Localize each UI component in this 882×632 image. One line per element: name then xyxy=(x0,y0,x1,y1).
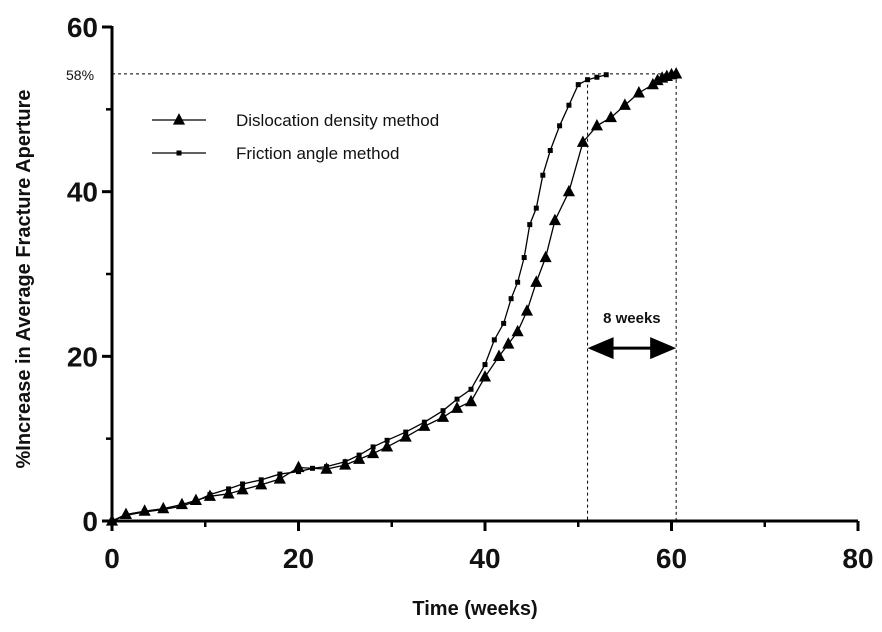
data-point-friction xyxy=(356,452,362,458)
data-point-dislocation xyxy=(520,304,534,316)
x-tick-label: 80 xyxy=(842,543,873,574)
data-point-dislocation xyxy=(353,452,366,464)
data-point-dislocation xyxy=(399,430,412,442)
y-tick-label: 0 xyxy=(82,506,98,537)
data-point-dislocation xyxy=(511,324,524,337)
data-point-dislocation xyxy=(618,98,631,110)
duration-arrow-left-head xyxy=(587,337,614,360)
data-point-friction xyxy=(547,148,553,153)
data-point-friction xyxy=(566,102,572,108)
data-point-friction xyxy=(468,386,474,392)
data-point-dislocation xyxy=(222,487,235,499)
data-point-dislocation xyxy=(436,410,450,422)
data-point-dislocation xyxy=(255,477,268,490)
data-point-friction xyxy=(482,362,488,368)
duration-arrow-right-head xyxy=(650,337,677,360)
legend-label-dislocation: Dislocation density method xyxy=(236,111,439,130)
data-point-dislocation xyxy=(418,419,431,431)
data-point-dislocation xyxy=(562,184,575,197)
data-point-dislocation xyxy=(381,440,394,452)
data-point-friction xyxy=(454,396,460,402)
data-point-friction xyxy=(240,481,246,487)
data-point-dislocation xyxy=(450,401,464,413)
y-axis-title: %Increase in Average Fracture Aperture xyxy=(13,89,35,468)
legend-label-friction: Friction angle method xyxy=(236,144,399,163)
data-point-dislocation xyxy=(539,250,552,263)
data-point-dislocation xyxy=(576,135,589,147)
data-point-friction xyxy=(309,465,315,471)
data-point-friction xyxy=(123,512,129,518)
data-point-friction xyxy=(207,492,213,498)
data-point-friction xyxy=(160,506,166,512)
data-point-dislocation xyxy=(670,67,683,79)
legend xyxy=(152,113,206,156)
data-point-friction xyxy=(296,469,301,475)
data-point-dislocation xyxy=(464,394,478,407)
data-point-dislocation xyxy=(590,118,603,131)
x-tick-label: 60 xyxy=(656,543,687,574)
x-axis-title: Time (weeks) xyxy=(412,598,537,620)
data-point-dislocation xyxy=(367,446,380,459)
data-point-friction xyxy=(342,459,348,465)
data-point-dislocation xyxy=(478,370,492,382)
data-point-dislocation xyxy=(292,460,305,473)
data-point-friction xyxy=(533,205,539,211)
data-point-dislocation xyxy=(273,472,286,484)
data-point-dislocation xyxy=(492,349,506,361)
series-layer xyxy=(105,67,683,526)
y-tick-label: 20 xyxy=(67,341,98,372)
data-point-dislocation xyxy=(236,482,249,495)
y-tick-label: 60 xyxy=(67,12,98,43)
data-point-friction xyxy=(540,172,546,178)
data-point-friction xyxy=(403,429,409,435)
series-line-dislocation xyxy=(111,73,677,522)
data-point-friction xyxy=(527,222,533,228)
data-point-dislocation xyxy=(604,110,617,123)
data-point-friction xyxy=(501,320,507,326)
data-point-friction xyxy=(421,419,427,425)
x-tick-label: 20 xyxy=(283,543,314,574)
y-tick-label: 40 xyxy=(67,177,98,208)
data-point-friction xyxy=(440,408,446,414)
data-point-friction xyxy=(575,82,581,88)
axes-layer: 0 20 40 60 0 20 40 60 80 xyxy=(67,12,874,574)
data-point-friction xyxy=(557,123,563,129)
data-point-friction xyxy=(277,471,283,477)
data-point-dislocation xyxy=(632,86,645,98)
data-point-friction xyxy=(258,477,264,483)
data-point-friction xyxy=(515,279,521,285)
data-point-friction xyxy=(585,77,591,83)
data-point-friction xyxy=(521,255,527,261)
data-point-friction xyxy=(508,296,514,302)
data-point-dislocation xyxy=(502,337,515,349)
data-point-dislocation xyxy=(548,213,561,226)
annotation-layer xyxy=(112,73,677,521)
data-point-friction xyxy=(384,437,390,443)
data-point-friction xyxy=(142,509,148,515)
reference-value-label: 58% xyxy=(66,67,94,83)
x-tick-label: 0 xyxy=(104,543,120,574)
data-point-dislocation xyxy=(530,275,543,287)
data-point-friction xyxy=(491,337,497,343)
legend-marker-triangle xyxy=(172,113,186,125)
data-point-friction xyxy=(226,486,232,492)
data-point-friction xyxy=(370,444,376,450)
data-point-friction xyxy=(193,498,199,504)
data-point-friction xyxy=(603,72,609,78)
data-point-friction xyxy=(179,503,185,509)
data-point-friction xyxy=(323,464,329,470)
data-point-friction xyxy=(594,74,600,80)
x-tick-label: 40 xyxy=(469,543,500,574)
legend-marker-square xyxy=(176,150,182,156)
duration-annotation-label: 8 weeks xyxy=(603,310,661,327)
